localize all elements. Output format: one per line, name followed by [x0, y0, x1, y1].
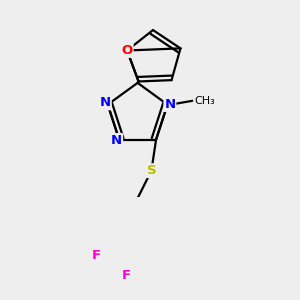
Text: N: N — [111, 134, 122, 147]
Text: S: S — [147, 164, 156, 177]
Text: O: O — [122, 44, 133, 57]
Text: F: F — [122, 269, 131, 282]
Text: CH₃: CH₃ — [194, 96, 215, 106]
Text: F: F — [92, 249, 101, 262]
Text: N: N — [164, 98, 175, 111]
Text: N: N — [100, 96, 111, 110]
